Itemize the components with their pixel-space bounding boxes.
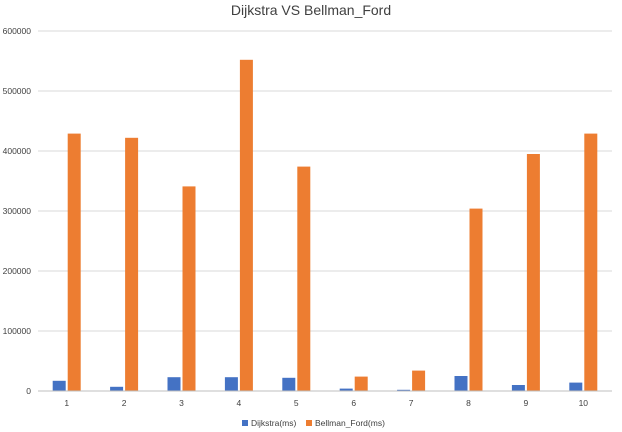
y-tick-label: 300000 [3, 206, 32, 216]
bar-bellman-ford [297, 166, 311, 391]
bar-dijkstra [52, 380, 66, 391]
legend: Dijkstra(ms) Bellman_Ford(ms) [242, 418, 385, 428]
bar-dijkstra [569, 382, 583, 391]
y-axis-tick-labels: 0 100000 200000 300000 400000 500000 600000 [3, 26, 32, 396]
y-tick-label: 500000 [3, 86, 32, 96]
y-tick-label: 400000 [3, 146, 32, 156]
x-tick-label: 6 [351, 398, 356, 408]
x-tick-label: 2 [122, 398, 127, 408]
x-tick-label: 4 [237, 398, 242, 408]
bar-dijkstra [454, 376, 468, 391]
bar-bellman-ford [182, 186, 196, 391]
bar-bellman-ford [67, 133, 81, 391]
bar-dijkstra [167, 377, 181, 391]
x-axis-tick-labels: 1 2 3 4 5 6 7 8 9 10 [64, 398, 588, 408]
x-tick-label: 10 [579, 398, 589, 408]
bar-dijkstra [110, 386, 124, 391]
bar-dijkstra [397, 389, 411, 391]
y-tick-label: 100000 [3, 326, 32, 336]
x-tick-label: 8 [466, 398, 471, 408]
x-tick-label: 7 [409, 398, 414, 408]
bar-dijkstra [224, 377, 238, 391]
legend-item-bellman-ford-swatch [306, 420, 312, 426]
bar-bellman-ford [125, 137, 139, 391]
x-tick-label: 1 [64, 398, 69, 408]
x-tick-label: 9 [524, 398, 529, 408]
y-tick-label: 600000 [3, 26, 32, 36]
bar-bellman-ford [469, 208, 483, 391]
y-tick-label: 200000 [3, 266, 32, 276]
chart-title: Dijkstra VS Bellman_Ford [231, 2, 391, 18]
bar-bellman-ford [526, 154, 540, 391]
x-tick-label: 3 [179, 398, 184, 408]
bar-dijkstra [339, 388, 353, 391]
bars [52, 59, 598, 392]
bar-bellman-ford [239, 59, 253, 392]
legend-item-dijkstra-swatch [242, 420, 248, 426]
bar-dijkstra [282, 377, 296, 391]
legend-item-dijkstra-label: Dijkstra(ms) [251, 418, 296, 428]
y-tick-label: 0 [26, 386, 31, 396]
x-tick-label: 5 [294, 398, 299, 408]
legend-item-bellman-ford-label: Bellman_Ford(ms) [315, 418, 385, 428]
bar-dijkstra [511, 385, 525, 391]
bar-bellman-ford [412, 370, 426, 391]
bar-bellman-ford [354, 376, 368, 391]
bar-bellman-ford [584, 133, 598, 391]
